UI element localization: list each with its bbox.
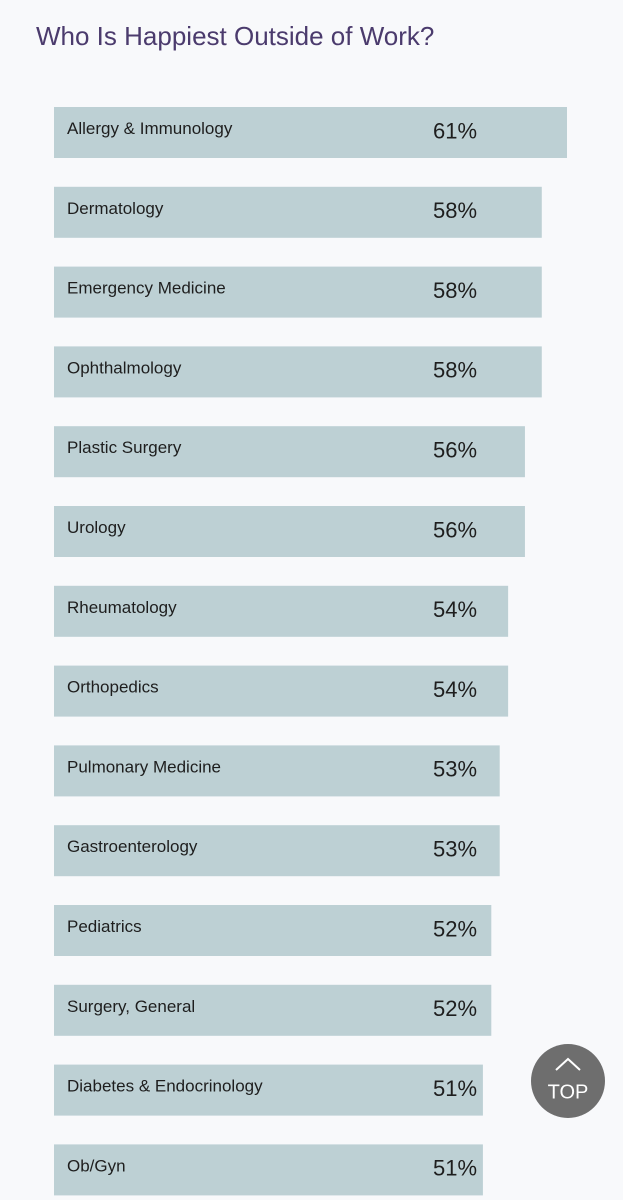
category-label: Allergy & Immunology: [67, 119, 233, 138]
category-label: Ob/Gyn: [67, 1156, 126, 1175]
bars: Allergy & Immunology 61% Dermatology 58% Eme…: [54, 107, 567, 1196]
category-label: Surgery, General: [67, 997, 195, 1016]
bar: [54, 665, 509, 717]
value-label: 56%: [433, 517, 477, 542]
bar: [54, 346, 542, 398]
value-label: 51%: [433, 1156, 477, 1181]
value-label: 51%: [433, 1076, 477, 1101]
bar: [54, 107, 567, 158]
category-label: Ophthalmology: [67, 358, 182, 377]
category-label: Diabetes & Endocrinology: [67, 1077, 263, 1096]
category-label: Emergency Medicine: [67, 279, 226, 298]
category-label: Urology: [67, 518, 126, 537]
bar: [54, 506, 525, 557]
value-label: 52%: [433, 916, 477, 941]
category-label: Gastroenterology: [67, 837, 198, 856]
top-button-chevron[interactable]: [555, 1057, 581, 1071]
value-label: 53%: [433, 837, 477, 862]
value-label: 61%: [433, 118, 477, 143]
category-label: Orthopedics: [67, 678, 159, 697]
top-button[interactable]: TOP: [531, 1044, 605, 1118]
value-label: 53%: [433, 757, 477, 782]
category-label: Rheumatology: [67, 598, 177, 617]
bar: [54, 825, 500, 877]
bar: [54, 745, 500, 797]
bar: [54, 186, 542, 238]
category-label: Pediatrics: [67, 917, 142, 936]
top-button-circle[interactable]: [531, 1044, 605, 1118]
bar: [54, 905, 492, 956]
top-button-label[interactable]: TOP: [548, 1081, 589, 1103]
value-label: 56%: [433, 438, 477, 463]
value-label: 52%: [433, 996, 477, 1021]
bar: [54, 426, 525, 478]
category-label: Plastic Surgery: [67, 438, 182, 457]
bar: [54, 1064, 483, 1116]
bar: [54, 266, 542, 318]
category-label: Dermatology: [67, 199, 164, 218]
value-label: 54%: [433, 677, 477, 702]
value-label: 58%: [433, 358, 477, 383]
bar: [54, 585, 509, 637]
category-label: Pulmonary Medicine: [67, 757, 221, 776]
chart-title: Who Is Happiest Outside of Work?: [36, 21, 434, 51]
bar: [54, 984, 492, 1036]
bar: [54, 1144, 483, 1196]
value-label: 58%: [433, 278, 477, 303]
value-label: 54%: [433, 597, 477, 622]
value-label: 58%: [433, 198, 477, 223]
